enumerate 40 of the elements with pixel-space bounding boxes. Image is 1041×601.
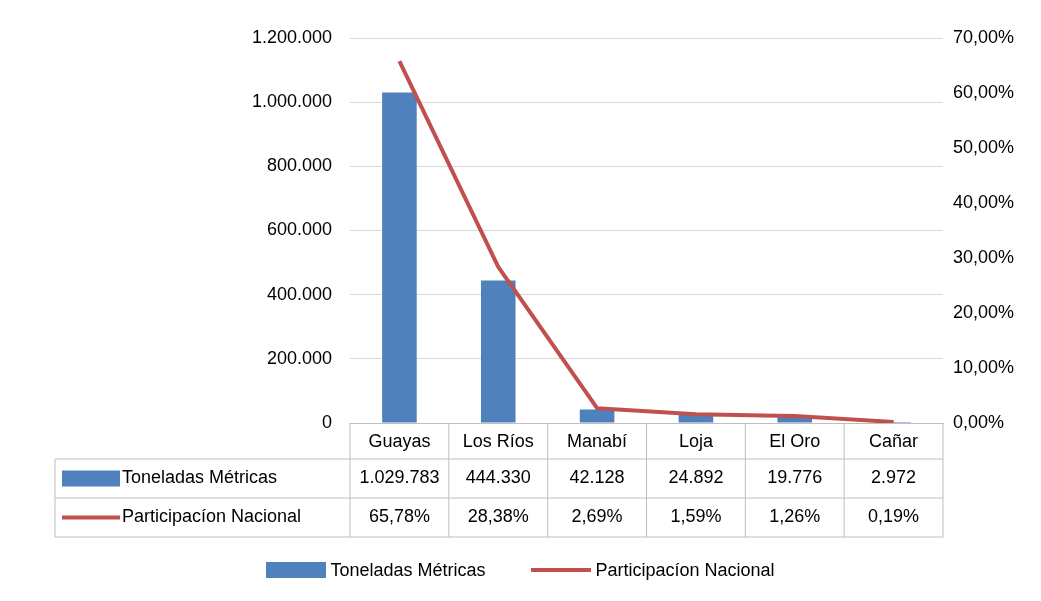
bar [579, 409, 615, 423]
data-label: 1,26% [769, 506, 821, 527]
y-tick-label: 600.000 [266, 219, 332, 240]
legend-label: Participacíon Nacional [122, 506, 302, 527]
y2-tick-label: 50,00% [953, 136, 1015, 157]
y-tick-label: 400.000 [266, 283, 332, 304]
y2-tick-label: 10,00% [953, 356, 1015, 377]
data-label: 19.776 [767, 467, 823, 488]
y-tick-label: 1.000.000 [251, 91, 332, 112]
y-tick-label: 1.200.000 [251, 26, 332, 47]
x-tick-label: Guayas [368, 430, 431, 451]
data-label: 2.972 [871, 467, 917, 488]
x-tick-label: Loja [678, 430, 714, 451]
y2-tick-label: 40,00% [953, 191, 1015, 212]
text: Toneladas Métricas [330, 559, 486, 580]
data-label: 65,78% [368, 506, 430, 527]
x-tick-label: El Oro [769, 430, 821, 451]
x-tick-label: Los Ríos [462, 430, 534, 451]
y2-tick-label: 0,00% [953, 411, 1005, 432]
data-label: 28,38% [467, 506, 529, 527]
y-tick-label: 0 [321, 411, 332, 432]
y-tick-label: 200.000 [266, 347, 332, 368]
data-label: 444.330 [465, 467, 531, 488]
bar [382, 92, 417, 423]
x-tick-label: Manabí [567, 430, 628, 451]
data-label: 42.128 [569, 467, 625, 488]
y2-tick-label: 60,00% [953, 81, 1015, 102]
data-label: 0,19% [868, 506, 920, 527]
data-label: 24.892 [668, 467, 724, 488]
data-label: 1.029.783 [359, 467, 440, 488]
y2-tick-label: 70,00% [953, 26, 1015, 47]
text: Participacíon Nacional [595, 559, 775, 580]
data-label: 1,59% [670, 506, 722, 527]
x-tick-label: Cañar [869, 430, 919, 451]
y2-tick-label: 30,00% [953, 246, 1015, 267]
bar [480, 280, 516, 423]
data-label: 2,69% [571, 506, 623, 527]
legend-label: Toneladas Métricas [122, 467, 278, 488]
y2-tick-label: 20,00% [953, 301, 1015, 322]
y-tick-label: 800.000 [266, 155, 332, 176]
